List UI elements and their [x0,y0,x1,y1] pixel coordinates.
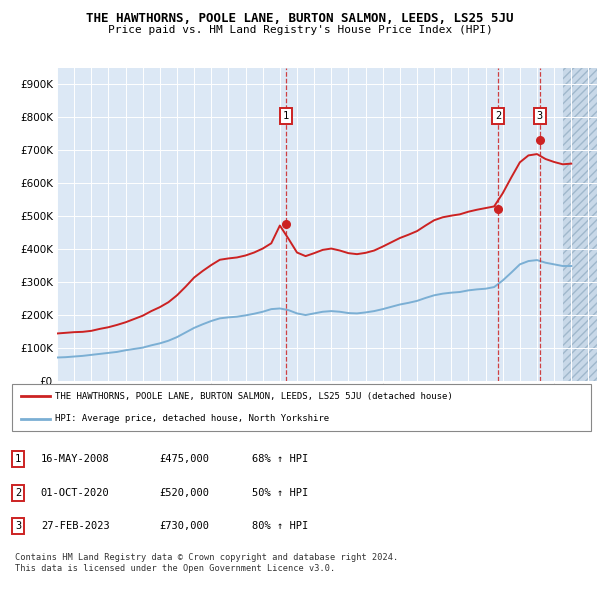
Text: £730,000: £730,000 [159,522,209,531]
Text: HPI: Average price, detached house, North Yorkshire: HPI: Average price, detached house, Nort… [55,414,329,424]
Text: 80% ↑ HPI: 80% ↑ HPI [252,522,308,531]
Text: 3: 3 [536,112,543,122]
Text: THE HAWTHORNS, POOLE LANE, BURTON SALMON, LEEDS, LS25 5JU: THE HAWTHORNS, POOLE LANE, BURTON SALMON… [86,12,514,25]
Text: Price paid vs. HM Land Registry's House Price Index (HPI): Price paid vs. HM Land Registry's House … [107,25,493,35]
Text: £520,000: £520,000 [159,488,209,497]
Text: 2: 2 [496,112,502,122]
Text: Contains HM Land Registry data © Crown copyright and database right 2024.
This d: Contains HM Land Registry data © Crown c… [15,553,398,573]
Text: 3: 3 [15,522,21,531]
Text: 2: 2 [15,488,21,497]
Text: 01-OCT-2020: 01-OCT-2020 [41,488,110,497]
Text: THE HAWTHORNS, POOLE LANE, BURTON SALMON, LEEDS, LS25 5JU (detached house): THE HAWTHORNS, POOLE LANE, BURTON SALMON… [55,392,453,401]
Text: 1: 1 [15,454,21,464]
Text: 1: 1 [283,112,289,122]
Text: 50% ↑ HPI: 50% ↑ HPI [252,488,308,497]
Text: 27-FEB-2023: 27-FEB-2023 [41,522,110,531]
Text: 68% ↑ HPI: 68% ↑ HPI [252,454,308,464]
Text: 16-MAY-2008: 16-MAY-2008 [41,454,110,464]
Text: £475,000: £475,000 [159,454,209,464]
Bar [563,68,597,381]
